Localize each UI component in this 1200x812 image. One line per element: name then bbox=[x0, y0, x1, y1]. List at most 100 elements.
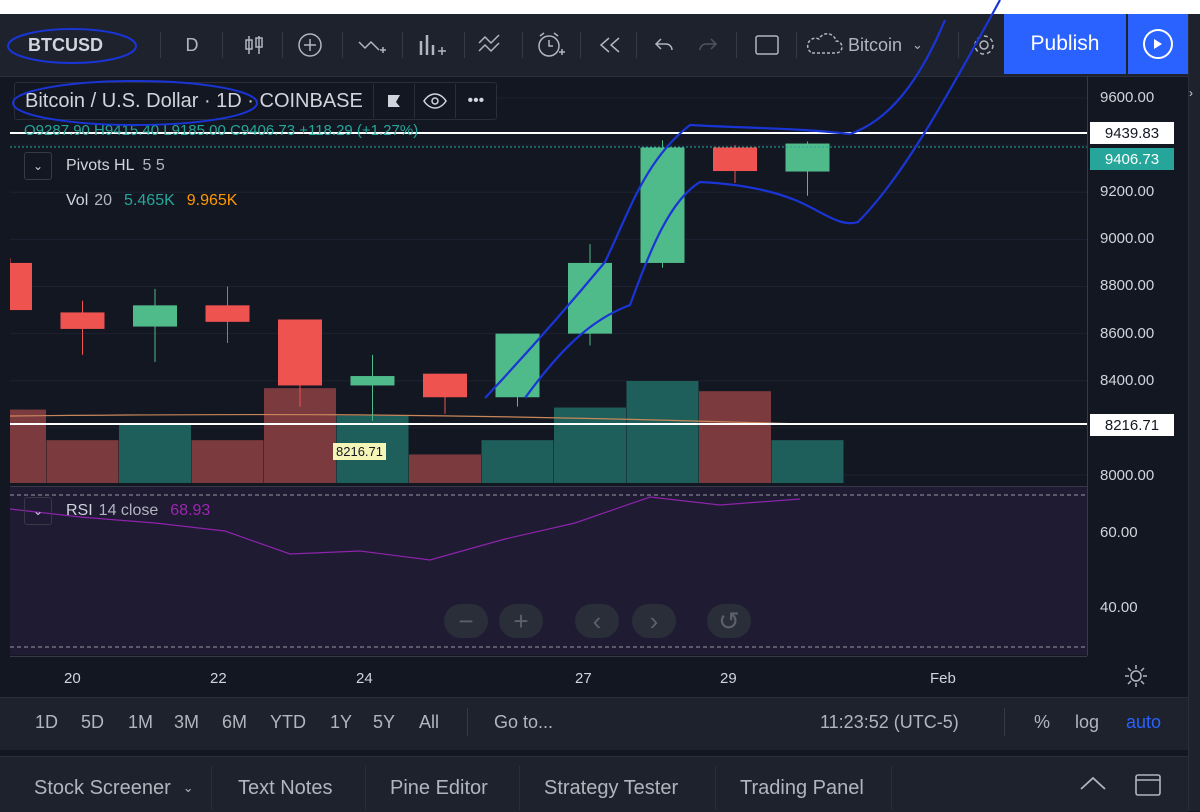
price-tag-last: 9406.73 bbox=[1090, 148, 1174, 170]
time-axis[interactable] bbox=[10, 656, 1087, 697]
reset-chart-button[interactable]: ↺ bbox=[707, 604, 751, 638]
more-dots-icon[interactable]: ••• bbox=[454, 84, 496, 118]
rsi-tick: 40.00 bbox=[1100, 599, 1138, 616]
candle-body bbox=[713, 147, 757, 172]
range-1d[interactable]: 1D bbox=[35, 712, 59, 732]
collapse-chevron-icon[interactable]: ⌄ bbox=[24, 497, 52, 525]
date-tick: 20 bbox=[64, 670, 81, 687]
chevron-down-icon: ⌄ bbox=[912, 37, 923, 52]
date-tick: Feb bbox=[930, 670, 956, 687]
rsi-label: RSI bbox=[66, 502, 93, 519]
tab-trading-panel[interactable]: Trading Panel bbox=[724, 766, 892, 810]
toolbar-divider bbox=[958, 32, 959, 58]
toolbar-divider bbox=[580, 32, 581, 58]
compare-symbol-button[interactable]: Bitcoin ⌄ bbox=[804, 28, 954, 62]
range-6m[interactable]: 6M bbox=[222, 712, 248, 732]
bars-indicator-icon[interactable] bbox=[410, 28, 454, 62]
tab-pine-editor[interactable]: Pine Editor bbox=[374, 766, 520, 810]
range-5d[interactable]: 5D bbox=[81, 712, 105, 732]
toolbar-divider bbox=[464, 32, 465, 58]
eye-icon[interactable] bbox=[413, 84, 455, 118]
candle-body bbox=[10, 262, 32, 311]
price-axis[interactable] bbox=[1087, 76, 1189, 656]
range-1m[interactable]: 1M bbox=[128, 712, 154, 732]
date-tick: 22 bbox=[210, 670, 227, 687]
tab-label: Text Notes bbox=[238, 776, 333, 799]
range-1y[interactable]: 1Y bbox=[330, 712, 353, 732]
toolbar-divider bbox=[636, 32, 637, 58]
undo-icon[interactable] bbox=[646, 28, 682, 62]
symbol-label: BTCUSD bbox=[28, 34, 103, 55]
indicators-add-icon[interactable] bbox=[290, 28, 330, 62]
templates-icon[interactable] bbox=[470, 28, 514, 62]
clock-timezone[interactable]: 11:23:52 (UTC-5) bbox=[820, 712, 959, 732]
axis-settings-gear-icon[interactable] bbox=[1124, 664, 1148, 693]
compare-icon[interactable] bbox=[350, 28, 394, 62]
candle-body bbox=[640, 147, 685, 263]
ohlc-values: O9287.90 H9415.40 L9185.00 C9406.73 +118… bbox=[24, 122, 419, 139]
range-ytd[interactable]: YTD bbox=[270, 712, 306, 732]
auto-toggle[interactable]: auto bbox=[1126, 712, 1162, 732]
scroll-right-button[interactable]: › bbox=[632, 604, 676, 638]
chevron-right-icon[interactable]: › bbox=[1189, 86, 1193, 100]
candle-body bbox=[568, 262, 612, 334]
tab-stock-screener[interactable]: Stock Screener ⌄ bbox=[18, 766, 212, 810]
toolbar-divider bbox=[160, 32, 161, 58]
chevron-up-icon[interactable] bbox=[1078, 774, 1108, 799]
hline-label: 8216.71 bbox=[333, 443, 386, 460]
zoom-out-button[interactable]: − bbox=[444, 604, 488, 638]
maximize-panel-icon[interactable] bbox=[1134, 772, 1162, 803]
range-5y[interactable]: 5Y bbox=[373, 712, 396, 732]
fullscreen-icon[interactable] bbox=[748, 28, 786, 62]
redo-icon[interactable] bbox=[690, 28, 726, 62]
volume-bar bbox=[46, 440, 119, 483]
toolbar-divider bbox=[342, 32, 343, 58]
tab-label: Stock Screener bbox=[34, 776, 171, 799]
symbol-legend: Bitcoin / U.S. Dollar · 1D · COINBASE ••… bbox=[14, 82, 497, 120]
tab-label: Trading Panel bbox=[740, 776, 864, 799]
play-button[interactable] bbox=[1128, 14, 1188, 74]
price-tick: 8400.00 bbox=[1100, 372, 1155, 389]
scroll-left-button[interactable]: ‹ bbox=[575, 604, 619, 638]
chevron-down-icon: ⌄ bbox=[182, 780, 194, 795]
tab-text-notes[interactable]: Text Notes bbox=[222, 766, 366, 810]
price-tick: 8800.00 bbox=[1100, 277, 1155, 294]
rsi-legend: ⌄ RSI 14 close 68.93 bbox=[24, 497, 210, 525]
volume-bar bbox=[771, 440, 844, 483]
percent-toggle[interactable]: % bbox=[1034, 712, 1051, 732]
collapse-chevron-icon[interactable]: ⌄ bbox=[24, 152, 52, 180]
alert-clock-icon[interactable] bbox=[528, 28, 572, 62]
range-all[interactable]: All bbox=[419, 712, 440, 732]
publish-button[interactable]: Publish bbox=[1004, 14, 1126, 74]
tab-label: Pine Editor bbox=[390, 776, 488, 799]
volume-bar bbox=[119, 423, 191, 483]
zoom-in-button[interactable]: + bbox=[499, 604, 543, 638]
settings-gear-icon[interactable] bbox=[964, 28, 1004, 62]
goto-button[interactable]: Go to... bbox=[494, 712, 554, 732]
candles-chart-type-icon[interactable] bbox=[234, 28, 274, 62]
candle-body bbox=[495, 333, 540, 398]
toolbar-divider bbox=[222, 32, 223, 58]
toolbar-divider bbox=[522, 32, 523, 58]
top-strip bbox=[0, 0, 1200, 14]
vol-value-ma: 5.465K bbox=[124, 192, 175, 209]
flag-icon[interactable] bbox=[372, 84, 414, 118]
rsi-value: 68.93 bbox=[170, 502, 211, 519]
candle-body bbox=[133, 305, 177, 327]
price-tick: 8600.00 bbox=[1100, 325, 1155, 342]
interval-button[interactable]: D bbox=[172, 28, 212, 62]
volume-bar bbox=[699, 391, 771, 483]
price-tick: 9000.00 bbox=[1100, 230, 1155, 247]
rsi-pane[interactable] bbox=[10, 486, 1087, 655]
tab-strategy-tester[interactable]: Strategy Tester bbox=[528, 766, 716, 810]
symbol-search-button[interactable]: BTCUSD bbox=[10, 28, 160, 62]
date-tick: 24 bbox=[356, 670, 373, 687]
range-bar bbox=[0, 697, 1188, 750]
log-toggle[interactable]: log bbox=[1075, 712, 1100, 732]
replay-icon[interactable] bbox=[590, 28, 630, 62]
range-divider bbox=[1004, 708, 1005, 736]
rsi-line bbox=[10, 496, 801, 561]
range-3m[interactable]: 3M bbox=[174, 712, 200, 732]
tab-label: Strategy Tester bbox=[544, 776, 679, 799]
publish-label: Publish bbox=[1030, 32, 1100, 55]
